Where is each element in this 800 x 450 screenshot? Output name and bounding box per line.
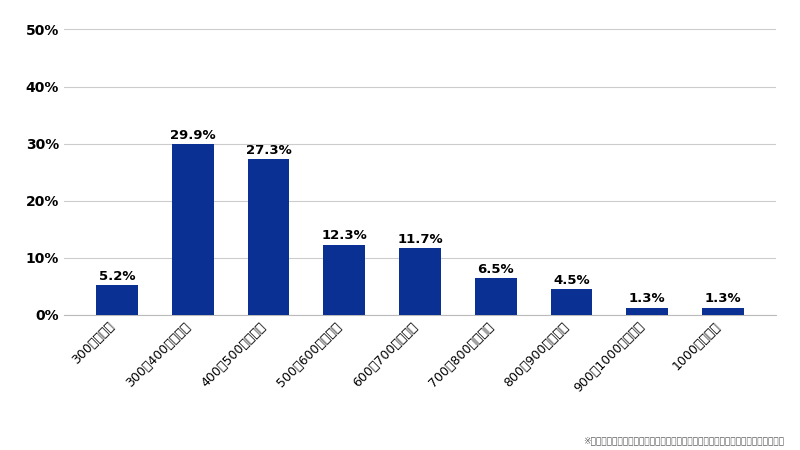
Text: 29.9%: 29.9% xyxy=(170,129,216,142)
Bar xyxy=(475,278,517,315)
Bar xyxy=(399,248,441,315)
Bar xyxy=(323,245,365,315)
Bar xyxy=(626,307,668,315)
Text: 1.3%: 1.3% xyxy=(629,292,666,305)
Text: 11.7%: 11.7% xyxy=(397,233,443,246)
Bar xyxy=(248,159,290,315)
Text: 12.3%: 12.3% xyxy=(322,230,367,243)
Bar xyxy=(702,307,744,315)
Bar xyxy=(550,289,592,315)
Bar xyxy=(96,285,138,315)
Text: 5.2%: 5.2% xyxy=(99,270,135,283)
Text: ※記載されているすべての情報の著作権は株式会社マスメディアンに帰属します。: ※記載されているすべての情報の著作権は株式会社マスメディアンに帰属します。 xyxy=(583,436,784,446)
Text: 6.5%: 6.5% xyxy=(478,263,514,275)
Text: 1.3%: 1.3% xyxy=(705,292,741,305)
Text: 4.5%: 4.5% xyxy=(553,274,590,287)
Bar xyxy=(172,144,214,315)
Text: 27.3%: 27.3% xyxy=(246,144,291,157)
